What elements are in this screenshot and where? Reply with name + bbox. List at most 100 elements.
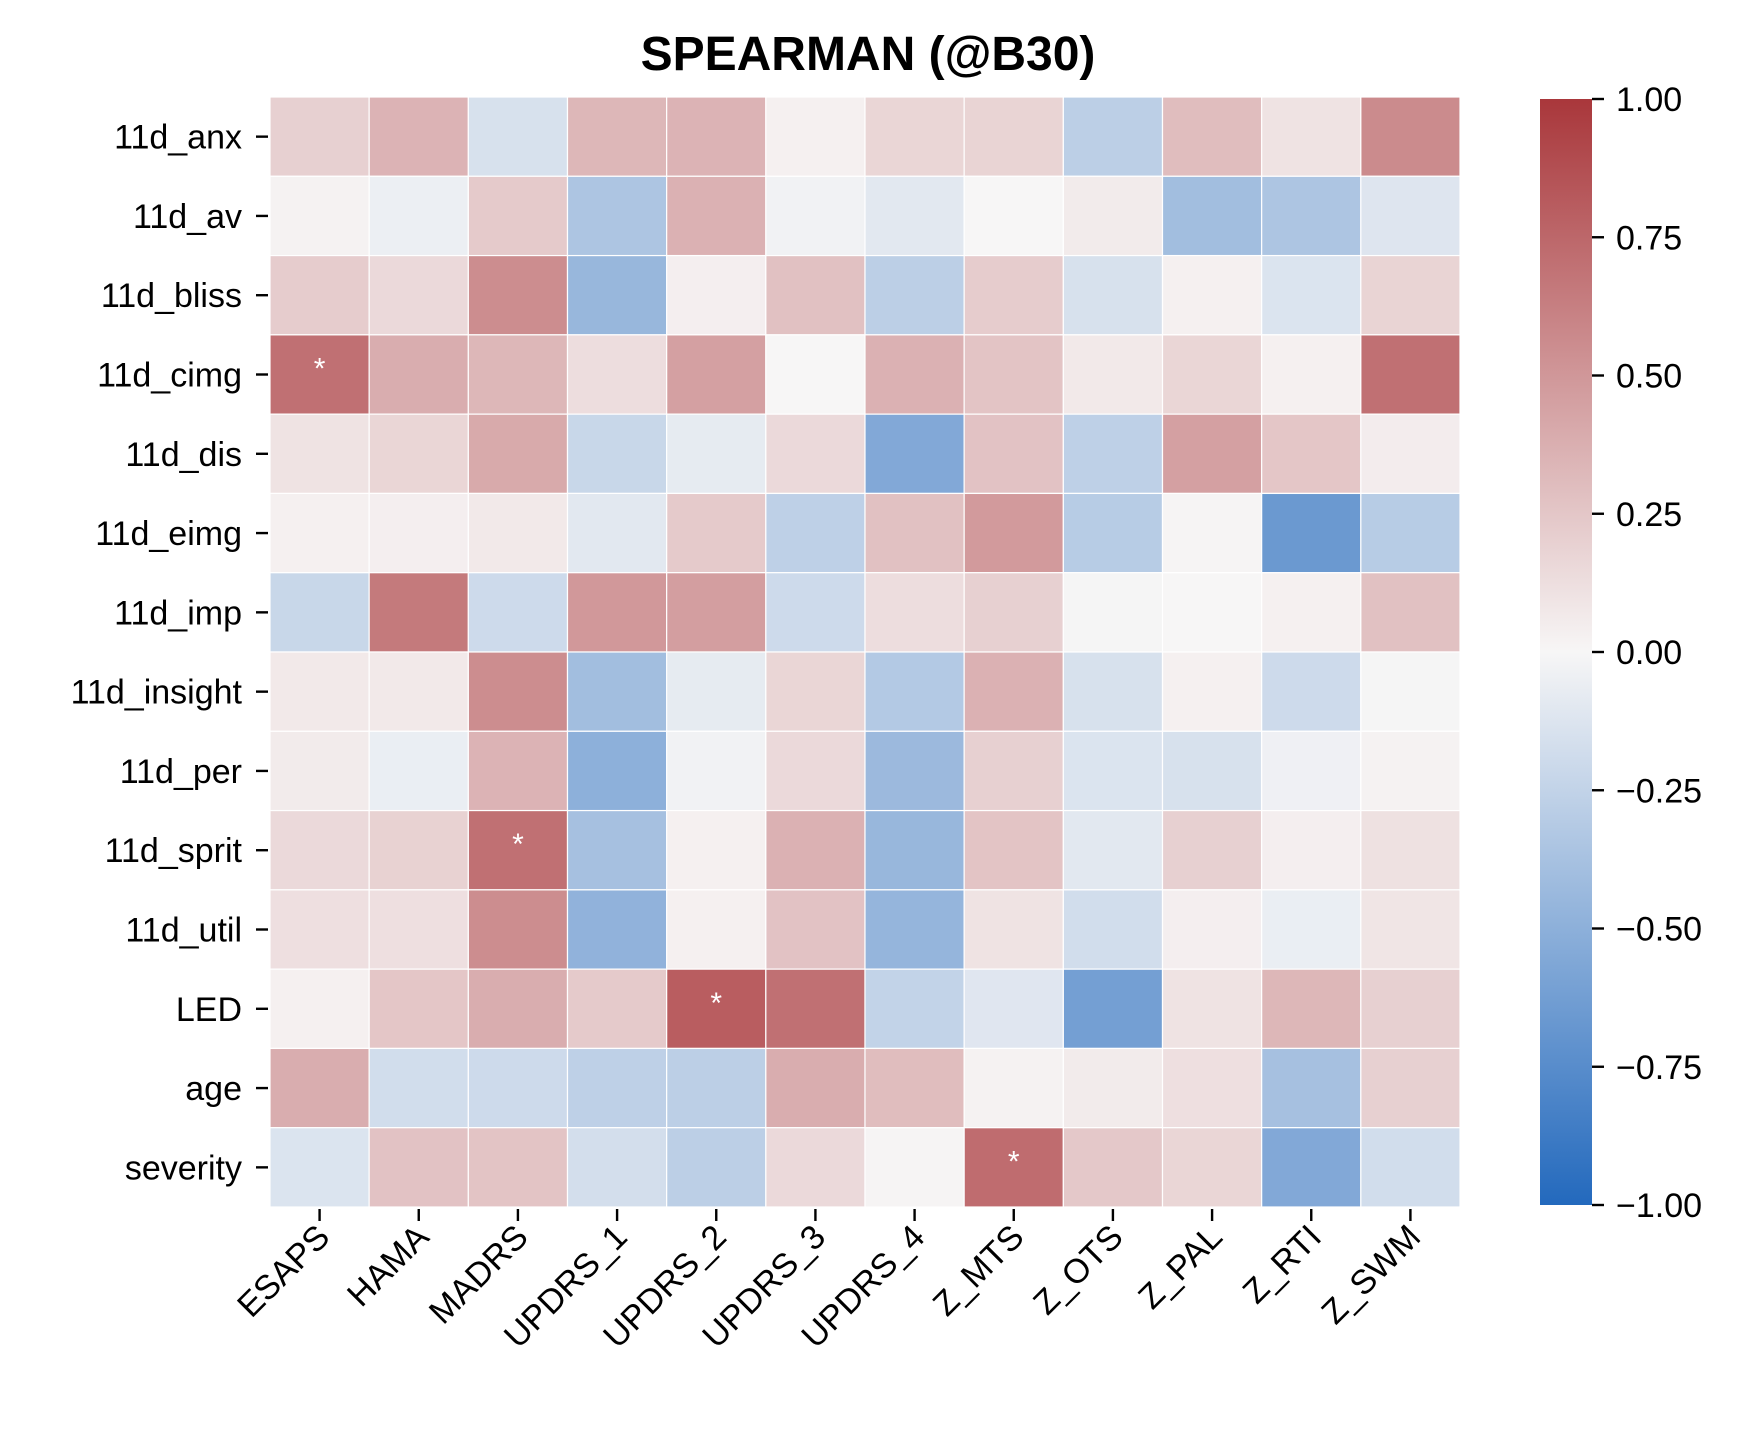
heatmap-cell: [269, 809, 370, 891]
heatmap-cell: [666, 730, 767, 812]
colorbar-tick-label: −1.00: [1616, 1187, 1702, 1225]
heatmap-cell: [765, 254, 866, 336]
heatmap-cell: [566, 968, 668, 1050]
colorbar-tick-label: −0.75: [1616, 1049, 1702, 1087]
heatmap-cell: [765, 809, 866, 891]
y-tick-label: 11d_av: [133, 198, 242, 236]
heatmap-cell: [566, 254, 668, 336]
significance-marker: *: [512, 828, 524, 861]
heatmap-cell: [765, 175, 866, 257]
heatmap-cell: [1161, 175, 1263, 257]
x-tick-label: HAMA: [340, 1218, 437, 1315]
heatmap-cell: [467, 968, 569, 1050]
significance-marker: *: [710, 987, 722, 1020]
colorbar-tick-label: 0.25: [1616, 496, 1682, 534]
heatmap-cell: [1161, 1047, 1263, 1129]
heatmap-cell: [1261, 730, 1362, 812]
heatmap-cell: [666, 1127, 767, 1208]
y-tick-label: LED: [176, 991, 242, 1029]
heatmap-cell: [963, 96, 1064, 177]
heatmap-cell: [1360, 968, 1461, 1050]
y-tick-label: 11d_util: [125, 912, 242, 950]
heatmap-cell: [963, 1047, 1064, 1129]
heatmap-cell: [368, 968, 469, 1050]
heatmap-cell: [963, 492, 1064, 574]
heatmap-cell: [1161, 254, 1263, 336]
heatmap-cell: [1062, 889, 1164, 970]
x-tick-label: Z_SWM: [1314, 1218, 1428, 1332]
heatmap-cell: [1062, 572, 1164, 653]
heatmap-cell: [963, 809, 1064, 891]
heatmap-cell: [765, 889, 866, 970]
heatmap-cell: [666, 572, 767, 653]
significance-marker: *: [1008, 1145, 1020, 1178]
heatmap-cell: [566, 96, 668, 177]
heatmap-cell: [666, 651, 767, 732]
heatmap-cell: [269, 730, 370, 812]
heatmap-cell: [1261, 651, 1362, 732]
heatmap-cell: [368, 730, 469, 812]
heatmap-cell: [864, 334, 965, 415]
heatmap-cell: [1161, 730, 1263, 812]
heatmap-cell: [963, 334, 1064, 415]
heatmap-cells: [269, 96, 1461, 1208]
heatmap-cell: [269, 334, 370, 415]
heatmap-cell: [963, 254, 1064, 336]
heatmap-cell: [666, 413, 767, 495]
heatmap-cell: [1360, 175, 1461, 257]
heatmap-cell: [666, 334, 767, 415]
heatmap-cell: [1062, 730, 1164, 812]
heatmap-cell: [1062, 1047, 1164, 1129]
colorbar-tick-label: 0.50: [1616, 358, 1682, 396]
heatmap-cell: [864, 492, 965, 574]
heatmap-cell: [765, 968, 866, 1050]
x-tick-label: Z_RTI: [1236, 1218, 1329, 1311]
heatmap-cell: [1360, 413, 1461, 495]
heatmap-cell: [1062, 254, 1164, 336]
heatmap-cell: [963, 572, 1064, 653]
heatmap-cell: [368, 1047, 469, 1129]
heatmap-cell: [765, 1127, 866, 1208]
y-tick-label: 11d_anx: [114, 119, 242, 157]
heatmap-cell: [1261, 1127, 1362, 1208]
heatmap-cell: [467, 809, 569, 891]
heatmap-cell: [864, 651, 965, 732]
heatmap-cell: [1261, 254, 1362, 336]
heatmap-cell: [269, 413, 370, 495]
heatmap-cell: [368, 809, 469, 891]
heatmap-cell: [1261, 889, 1362, 970]
heatmap-cell: [368, 175, 469, 257]
heatmap-cell: [666, 96, 767, 177]
heatmap-cell: [467, 254, 569, 336]
heatmap-cell: [1360, 492, 1461, 574]
heatmap-cell: [1360, 809, 1461, 891]
heatmap-cell: [368, 889, 469, 970]
heatmap-cell: [269, 889, 370, 970]
heatmap-cell: [566, 809, 668, 891]
x-tick-label: Z_PAL: [1131, 1218, 1230, 1317]
heatmap-cell: [269, 651, 370, 732]
heatmap-cell: [1360, 254, 1461, 336]
heatmap-cell: [1161, 889, 1263, 970]
heatmap-cell: [1161, 968, 1263, 1050]
heatmap-cell: [467, 175, 569, 257]
heatmap-cell: [963, 730, 1064, 812]
heatmap-cell: [1261, 572, 1362, 653]
heatmap-cell: [666, 889, 767, 970]
heatmap-cell: [864, 889, 965, 970]
heatmap-cell: [368, 572, 469, 653]
heatmap-cell: [666, 809, 767, 891]
heatmap-cell: [1062, 492, 1164, 574]
heatmap-cell: [269, 1047, 370, 1129]
colorbar: 1.00 0.75 0.50 0.25 0.00 −0.25 −0.50 −0.75 −1.00: [1540, 81, 1702, 1225]
heatmap-cell: [1062, 413, 1164, 495]
heatmap-cell: [864, 1047, 965, 1129]
heatmap-cell: [666, 968, 767, 1050]
heatmap-cell: [566, 492, 668, 574]
heatmap-cell: [765, 1047, 866, 1129]
colorbar-tick-label: −0.50: [1616, 911, 1702, 949]
heatmap-cell: [963, 413, 1064, 495]
heatmap-cell: [963, 1127, 1064, 1208]
